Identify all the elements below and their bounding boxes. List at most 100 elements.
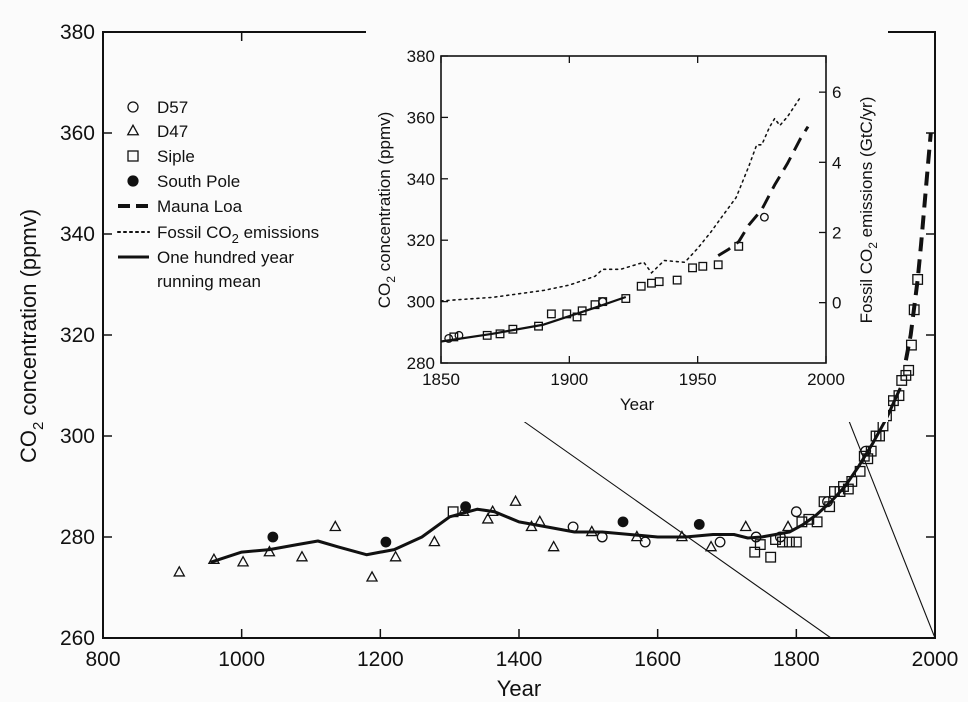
- inset-y-tick-label: 300: [407, 293, 435, 312]
- legend-symbol-south_pole: [127, 175, 139, 187]
- main-siple-point: [777, 536, 788, 548]
- main-siple-point: [765, 551, 777, 563]
- inset-y-tick-label: 320: [407, 231, 435, 250]
- main-south_pole-point: [460, 501, 472, 513]
- legend-item-south-pole: South Pole: [127, 172, 240, 191]
- main-siple-point: [803, 513, 815, 525]
- legend-symbol-siple: [127, 150, 139, 162]
- main-south_pole-point: [617, 516, 629, 528]
- main-south_pole-point: [380, 536, 392, 548]
- main-d47-point: [173, 565, 186, 577]
- inset-siple-point: [546, 309, 556, 319]
- inset-siple-point: [636, 281, 646, 291]
- svg-text:Fossil CO2 emissions: Fossil CO2 emissions: [157, 223, 319, 246]
- inset-y2-tick-label: 2: [832, 223, 841, 242]
- inset-plot-frame: [440, 55, 827, 364]
- inset-siple-point: [654, 277, 664, 287]
- svg-text:One hundred year: One hundred year: [157, 248, 294, 267]
- x-tick-label: 1600: [634, 648, 681, 671]
- main-d47-point: [365, 570, 379, 582]
- main-south_pole-point: [267, 531, 279, 543]
- y-axis-title: CO2 concentration (ppmv): [16, 209, 47, 463]
- inset-x-tick-label: 2000: [807, 370, 845, 389]
- inset-y-tick-label: 380: [407, 47, 435, 66]
- main-siple-point: [790, 536, 802, 548]
- main-d57-point: [790, 506, 802, 518]
- inset-siple-point: [672, 275, 682, 285]
- y-tick-label: 380: [60, 21, 95, 44]
- y-tick-label: 260: [60, 627, 95, 650]
- legend: D57 D47 Siple South Pole Mauna Loa Fossi…: [116, 98, 319, 291]
- inset-y-tick-label: 340: [407, 170, 435, 189]
- x-tick-label: 1200: [357, 648, 404, 671]
- main-mauna_loa-line: [903, 132, 933, 361]
- y-tick-label: 280: [60, 526, 95, 549]
- inset-x-tick-label: 1850: [422, 370, 460, 389]
- svg-text:South Pole: South Pole: [157, 172, 240, 191]
- main-d47-point: [547, 540, 560, 552]
- inset-running_mean-line: [440, 295, 627, 343]
- main-d47-point: [481, 512, 494, 524]
- main-running_mean-line: [210, 387, 902, 564]
- main-plot: 800 1000 1200 1400 1600 1800 20002602803003203…: [16, 21, 958, 701]
- main-siple-point: [749, 546, 761, 558]
- inset-d57-point: [759, 212, 769, 222]
- inset-x-tick-label: 1950: [679, 370, 717, 389]
- main-siple-point: [783, 536, 795, 548]
- inset-fossil-line: [440, 96, 802, 302]
- main-d57-point: [714, 536, 726, 548]
- inset-x-axis-title: Year: [620, 395, 655, 414]
- legend-item-running-mean: One hundred year running mean: [118, 248, 294, 291]
- legend-symbol-d47: [126, 123, 140, 136]
- inset-y2-axis-title: Fossil CO2 emissions (GtC/yr): [857, 97, 880, 324]
- main-d57-point: [639, 536, 651, 548]
- main-d47-point: [389, 550, 402, 562]
- x-tick-label: 2000: [912, 648, 959, 671]
- main-siple-point: [903, 364, 915, 376]
- main-siple-point: [754, 539, 766, 551]
- y-tick-label: 320: [60, 324, 95, 347]
- inset-y-tick-label: 360: [407, 108, 435, 127]
- inset-x-tick-label: 1900: [550, 370, 588, 389]
- svg-text:D47: D47: [157, 122, 188, 141]
- inset-y-tick-label: 280: [407, 354, 435, 373]
- legend-item-siple: Siple: [127, 147, 195, 166]
- main-d47-point: [704, 540, 718, 552]
- inset-siple-point: [688, 263, 697, 273]
- y-tick-label: 300: [60, 425, 95, 448]
- main-siple-point: [905, 339, 917, 351]
- main-d47-point: [739, 520, 752, 532]
- x-tick-label: 1800: [773, 648, 820, 671]
- main-siple-point: [811, 516, 823, 528]
- main-d47-point: [428, 535, 441, 547]
- svg-text:Siple: Siple: [157, 147, 195, 166]
- inset-plot: 1850 1900 1950 2000 280 300 320 340 360 380 0 2 4 6 Y…: [366, 12, 888, 422]
- legend-item-fossil-emissions: Fossil CO2 emissions: [116, 223, 319, 246]
- svg-text:running mean: running mean: [157, 272, 261, 291]
- inset-y-axis-title: CO2 concentration (ppmv): [375, 112, 398, 309]
- main-d47-point: [329, 520, 342, 532]
- inset-y2-tick-label: 0: [832, 294, 841, 313]
- inset-d57-point: [444, 333, 454, 343]
- inset-siple-point: [713, 260, 723, 270]
- legend-item-d57: D57: [127, 98, 188, 117]
- inset-y2-tick-label: 6: [832, 83, 841, 102]
- y-tick-label: 360: [60, 122, 95, 145]
- main-d47-point: [236, 555, 250, 567]
- legend-item-mauna-loa: Mauna Loa: [118, 197, 243, 216]
- x-tick-label: 1000: [218, 648, 265, 671]
- legend-item-d47: D47: [126, 122, 188, 141]
- x-tick-label: 800: [85, 648, 120, 671]
- x-axis-title: Year: [497, 676, 541, 701]
- inset-siple-point: [698, 261, 708, 271]
- svg-text:Mauna Loa: Mauna Loa: [157, 197, 243, 216]
- svg-text:D57: D57: [157, 98, 188, 117]
- inset-y2-tick-label: 4: [832, 153, 841, 172]
- y-tick-label: 340: [60, 223, 95, 246]
- main-d47-point: [509, 494, 522, 506]
- legend-symbol-d57: [127, 101, 139, 113]
- main-d47-point: [295, 550, 309, 562]
- x-tick-label: 1400: [496, 648, 543, 671]
- main-d47-point: [781, 520, 795, 532]
